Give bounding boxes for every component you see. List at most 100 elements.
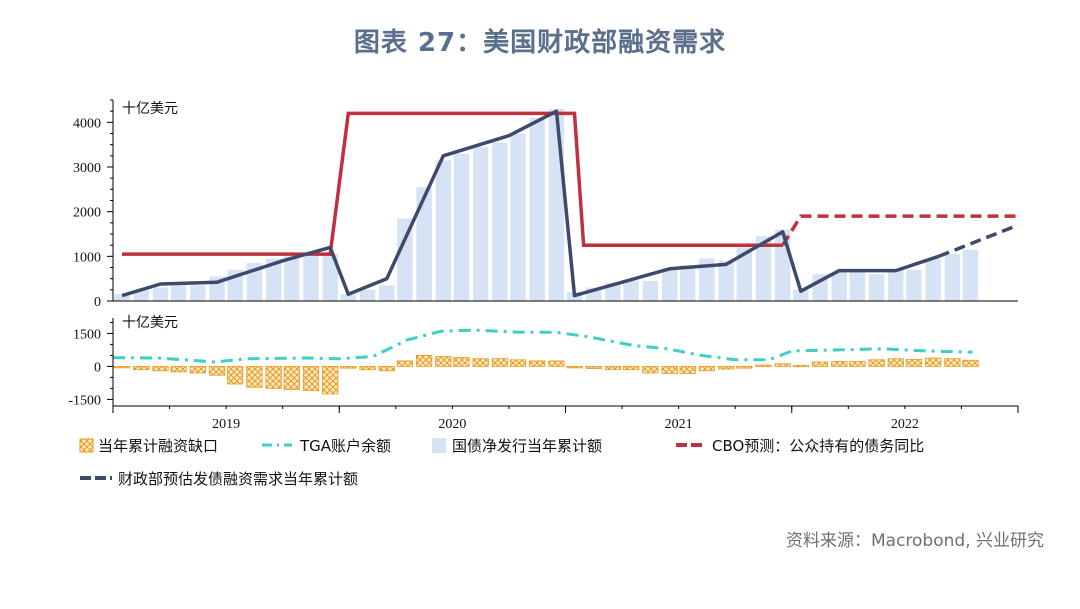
bottom-unit-label: 十亿美元 (122, 315, 178, 331)
issuance-bar-39 (849, 271, 866, 301)
deficit-bar-30 (679, 365, 696, 374)
deficit-bar-16 (415, 354, 433, 367)
deficit-bar-39 (849, 361, 866, 367)
deficit-bar-18 (453, 357, 470, 367)
deficit-bar-0 (113, 365, 131, 369)
issuance-bar-18 (453, 153, 470, 301)
source-note: 资料来源：Macrobond, 兴业研究 (785, 531, 1044, 551)
deficit-bar-29 (661, 365, 678, 374)
issuance-bar-43 (925, 258, 941, 301)
top-y-tick-label: 0 (94, 295, 101, 310)
deficit-bar-26 (604, 365, 622, 371)
top-lines-group (121, 109, 1019, 298)
top-y-tick-label: 3000 (73, 161, 101, 176)
deficit-bar-34 (755, 364, 772, 367)
deficit-bar-24 (566, 365, 583, 369)
issuance-bar-31 (699, 258, 715, 301)
issuance-bar-33 (736, 247, 752, 301)
tga-balance-line (112, 328, 973, 364)
x-tick-label-2020: 2020 (438, 417, 466, 432)
issuance-bar-23 (548, 108, 565, 301)
deficit-bar-14 (378, 365, 395, 372)
deficit-bar-15 (396, 360, 413, 367)
deficit-bar-1 (133, 365, 150, 371)
issuance-bar-20 (492, 142, 508, 301)
deficit-bar-12 (340, 365, 357, 369)
legend-label-bars: 国债净发行当年累计额 (452, 437, 602, 455)
deficit-bar-8 (265, 365, 282, 389)
bottom-y-tick-label: -1500 (68, 393, 101, 408)
issuance-bar-34 (755, 236, 772, 301)
legend-swatch-bars (432, 438, 446, 453)
legend-label-tga: TGA账户余额 (299, 437, 391, 455)
deficit-bar-6 (227, 365, 244, 385)
bottom-y-tick-label: 0 (94, 360, 101, 375)
issuance-bar-42 (906, 269, 922, 301)
issuance-bar-12 (340, 294, 357, 301)
bottom-axis-group: -1500 0 1500 (68, 318, 114, 408)
legend-label-cbo: CBO预测：公众持有的债务同比 (712, 437, 924, 455)
cbo-forecast-line (122, 111, 783, 256)
legend-label-treasury: 财政部预估发债融资需求当年累计额 (118, 470, 358, 488)
chart-title: 图表 27：美国财政部融资需求 (353, 28, 727, 58)
top-unit-label: 十亿美元 (122, 101, 178, 117)
issuance-bar-41 (888, 269, 904, 301)
deficit-bar-32 (718, 365, 735, 370)
issuance-bar-0 (114, 294, 130, 301)
bottom-y-tick-label: 1500 (73, 327, 101, 342)
legend: 当年累计融资缺口 TGA账户余额 国债净发行当年累计额 CBO预测：公众持有的债… (79, 437, 924, 488)
issuance-bar-1 (133, 289, 150, 301)
issuance-bar-37 (812, 274, 828, 301)
treasury-estimate-dashed-line (938, 223, 1019, 258)
issuance-bar-3 (170, 285, 187, 301)
issuance-bar-8 (265, 258, 282, 301)
issuance-bar-28 (642, 280, 659, 301)
issuance-bar-29 (661, 269, 678, 301)
issuance-bar-19 (472, 146, 489, 301)
cbo-forecast-dashed-line (781, 214, 1018, 247)
deficit-bar-11 (322, 365, 339, 395)
issuance-bar-35 (774, 229, 791, 301)
issuance-bar-11 (322, 254, 338, 301)
issuance-bar-4 (190, 285, 206, 301)
deficit-bar-45 (962, 359, 979, 367)
bottom-lines-group (112, 328, 973, 364)
issuance-bar-16 (416, 187, 432, 301)
deficit-bar-2 (152, 365, 169, 372)
x-tick-label-2022: 2022 (891, 417, 919, 432)
issuance-bar-30 (679, 265, 696, 301)
deficit-bar-38 (831, 361, 848, 367)
issuance-bar-38 (831, 271, 847, 301)
issuance-bar-36 (793, 289, 809, 301)
deficit-bar-23 (548, 360, 565, 367)
deficit-bar-44 (944, 358, 961, 367)
deficit-bar-36 (792, 364, 809, 368)
top-y-tick-label: 1000 (73, 250, 101, 265)
deficit-bar-19 (472, 358, 489, 367)
deficit-bar-31 (698, 365, 716, 372)
issuance-bar-15 (397, 218, 413, 301)
top-y-tick-label: 2000 (73, 206, 101, 221)
bottom-bars-group (113, 354, 979, 395)
treasury-estimate-line (121, 109, 940, 298)
issuance-bar-32 (718, 260, 734, 301)
deficit-bar-3 (170, 365, 187, 373)
deficit-bar-9 (283, 365, 300, 390)
issuance-bar-14 (379, 285, 395, 301)
deficit-bar-37 (811, 361, 829, 367)
top-axis-group: 0 1000 2000 3000 4000 (73, 99, 1018, 310)
x-tick-label-2021: 2021 (665, 417, 693, 432)
issuance-bar-22 (529, 117, 545, 301)
deficit-bar-40 (868, 359, 885, 367)
legend-label-deficit: 当年累计融资缺口 (98, 437, 218, 455)
issuance-bar-27 (623, 280, 639, 301)
issuance-bar-10 (303, 254, 319, 301)
x-axis-group: 2019 2020 2021 2022 (112, 405, 1019, 432)
deficit-bar-5 (208, 365, 226, 376)
deficit-bar-20 (491, 358, 509, 367)
deficit-bar-10 (302, 365, 320, 391)
legend-swatch-deficit (79, 438, 94, 453)
issuance-bar-45 (962, 249, 979, 301)
